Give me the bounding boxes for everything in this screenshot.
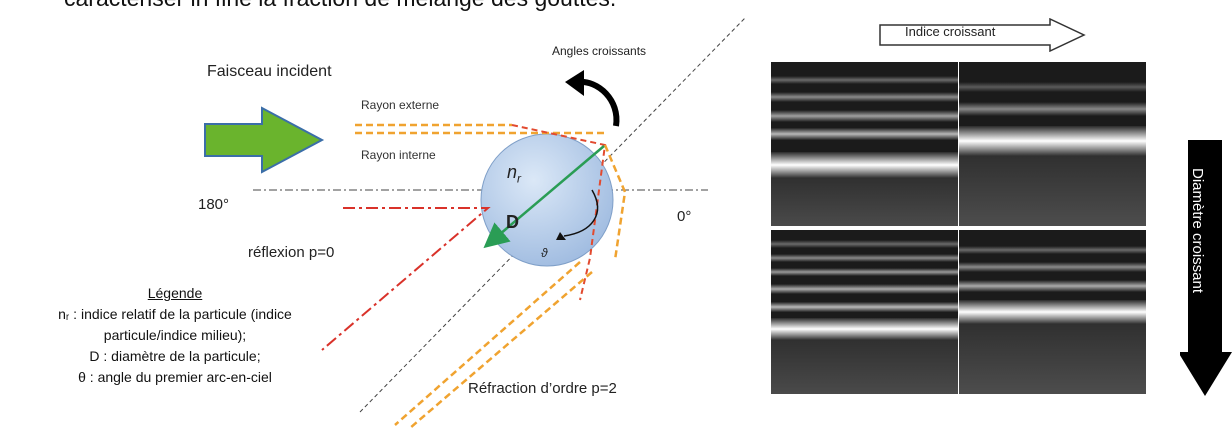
- diameter-arrow-label: Diamètre croissant: [1189, 168, 1206, 294]
- diameter-arrow-icon: [1180, 140, 1232, 396]
- index-arrow-icon: [879, 18, 1086, 52]
- external-ray-label: Rayon externe: [361, 98, 440, 112]
- angle-0-label: 0°: [677, 208, 692, 225]
- legend: Légende nᵣ : indice relatif de la partic…: [0, 283, 350, 388]
- refraction-label: Réfraction d’ordre p=2: [468, 380, 617, 397]
- scatter-image-small-index-large-diameter: [771, 230, 958, 394]
- diameter-symbol: D: [506, 212, 519, 232]
- theta-symbol: ϑ: [541, 246, 548, 260]
- angle-180-label: 180°: [198, 196, 230, 213]
- legend-line: θ : angle du premier arc-en-ciel: [78, 369, 272, 385]
- scatter-image-small-index-small-diameter: [771, 62, 958, 226]
- reflection-label: réflexion p=0: [248, 244, 335, 261]
- index-arrow-label: Indice croissant: [905, 24, 996, 39]
- scatter-image-large-index-large-diameter: [959, 230, 1146, 394]
- diameter-line: [483, 145, 605, 249]
- rainbow-scattering-diagram: [204, 17, 746, 428]
- legend-title: Légende: [147, 285, 203, 301]
- incident-beam-label: Faisceau incident: [207, 63, 332, 80]
- legend-line: nᵣ : indice relatif de la particule (ind…: [58, 306, 292, 322]
- nr-label: nr: [507, 162, 522, 186]
- scatter-image-large-index-small-diameter: [959, 62, 1146, 226]
- diameter-arrow-label-wrap: Diamètre croissant: [1181, 168, 1231, 338]
- internal-ray-label: Rayon interne: [361, 148, 436, 162]
- caption-text: caractériser in fine la fraction de méla…: [64, 0, 616, 12]
- theta-arc: [563, 189, 599, 237]
- increasing-angles-label: Angles croissants: [552, 44, 647, 58]
- legend-line: particule/indice milieu);: [103, 327, 247, 343]
- incident-beam-arrow: [204, 106, 325, 174]
- legend-line: D : diamètre de la particule;: [89, 348, 261, 364]
